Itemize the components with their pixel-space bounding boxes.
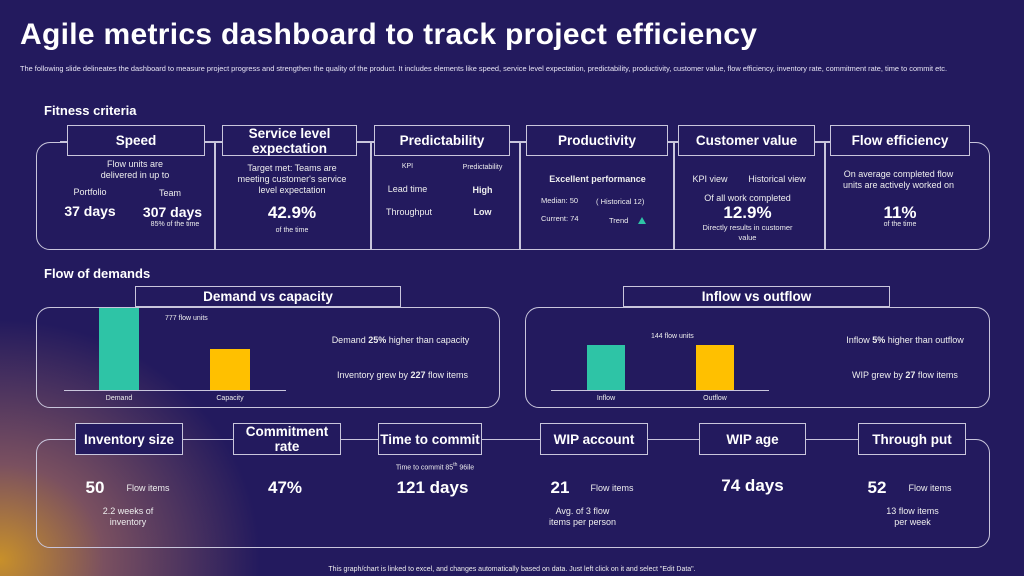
bar-outflow xyxy=(696,344,734,390)
fitness-heading: Fitness criteria xyxy=(44,103,137,118)
demand-text: Demand 25% higher than capacity xyxy=(331,335,470,345)
customer-value-header: Customer value xyxy=(678,125,815,156)
tick-capacity: Capacity xyxy=(216,395,244,402)
sle-note: of the time xyxy=(275,227,309,234)
kpi-lead-time: Lead time xyxy=(387,184,428,194)
customer-value: 12.9% xyxy=(723,203,772,222)
kpi-throughput: Throughput xyxy=(385,207,433,217)
chart-annotation: 777 flow units xyxy=(165,315,208,322)
footer-note: This graph/chart is linked to excel, and… xyxy=(328,566,696,573)
description: The following slide delineates the dashb… xyxy=(20,64,948,73)
speed-header: Speed xyxy=(67,125,205,156)
inflow-outflow-container xyxy=(525,307,990,408)
median: Median: 50 xyxy=(541,196,579,205)
inventory-note: 2.2 weeks of inventory xyxy=(102,506,154,527)
bar-capacity xyxy=(210,349,250,390)
sle-intro: Target met: Teams are meeting customer's… xyxy=(237,163,347,195)
inventory-header: Inventory size xyxy=(75,423,183,455)
commitment-value: 47% xyxy=(267,478,303,497)
divider xyxy=(519,142,521,250)
tick-demand: Demand xyxy=(105,395,133,402)
flow-eff-value: 11% xyxy=(883,203,917,222)
kpi-col-header: KPI xyxy=(401,163,414,170)
throughput-value: Low xyxy=(473,207,492,217)
lead-time-value: High xyxy=(472,185,493,195)
inflow-text: Inflow 5% higher than outflow xyxy=(846,335,964,345)
team-value: 307 days xyxy=(142,204,203,220)
predictability-col-header: Predictability xyxy=(462,164,503,171)
bottom-container xyxy=(36,439,990,548)
tick-inflow: Inflow xyxy=(596,395,616,402)
time-commit-value: 121 days xyxy=(396,478,469,497)
speed-intro: Flow units are delivered in up to xyxy=(100,159,170,180)
team-note: 85% of the time xyxy=(150,221,200,228)
flow-efficiency-header: Flow efficiency xyxy=(830,125,970,156)
customer-intro: Of all work completed xyxy=(704,193,791,203)
wip-text: WIP grew by 27 flow items xyxy=(852,370,958,380)
divider xyxy=(214,142,216,250)
tick-outflow: Outflow xyxy=(703,395,727,402)
demand-capacity-container xyxy=(36,307,500,408)
wip-account-value: 21 xyxy=(550,478,570,497)
bar-inflow xyxy=(587,344,625,390)
x-axis xyxy=(64,390,286,391)
wip-age-header: WIP age xyxy=(699,423,806,455)
divider xyxy=(673,142,675,250)
throughput-value: 52 xyxy=(867,478,887,497)
flow-eff-intro: On average completed flow units are acti… xyxy=(842,169,955,190)
wip-account-unit: Flow items xyxy=(590,483,634,493)
time-commit-note: Time to commit 85th 96ile xyxy=(395,462,475,472)
throughput-header: Through put xyxy=(858,423,966,455)
sle-value: 42.9% xyxy=(267,203,317,222)
inventory-text: Inventory grew by 227 flow items xyxy=(336,370,469,380)
commitment-header: Commitment rate xyxy=(233,423,341,455)
productivity-header: Productivity xyxy=(526,125,668,156)
divider xyxy=(824,142,826,250)
flow-eff-note: of the time xyxy=(883,221,917,228)
kpi-view: KPI view xyxy=(692,174,728,184)
inflow-outflow-header: Inflow vs outflow xyxy=(623,286,890,307)
bar-demand xyxy=(99,308,139,390)
inventory-value: 50 xyxy=(85,478,105,497)
customer-note: Directly results in customer value xyxy=(702,223,793,242)
historical-view: Historical view xyxy=(748,174,806,184)
fitness-container xyxy=(36,142,990,250)
sle-header: Service level expectation xyxy=(222,125,357,156)
throughput-note: 13 flow items per week xyxy=(886,506,939,527)
demands-heading: Flow of demands xyxy=(44,266,151,281)
demand-capacity-header: Demand vs capacity xyxy=(135,286,401,307)
portfolio-label: Portfolio xyxy=(73,187,107,197)
wip-age-value: 74 days xyxy=(721,476,784,495)
wip-account-header: WIP account xyxy=(540,423,648,455)
page-title: Agile metrics dashboard to track project… xyxy=(20,18,758,51)
trend-up-icon xyxy=(638,217,646,224)
trend-label: Trend xyxy=(609,216,629,225)
predictability-header: Predictability xyxy=(374,125,510,156)
time-commit-header: Time to commit xyxy=(378,423,482,455)
divider xyxy=(370,142,372,250)
team-label: Team xyxy=(158,188,181,198)
chart-annotation: 144 flow units xyxy=(651,333,694,340)
divider xyxy=(60,141,960,143)
throughput-unit: Flow items xyxy=(908,483,952,493)
inventory-unit: Flow items xyxy=(126,483,170,493)
historical: ( Historical 12) xyxy=(596,197,645,206)
productivity-headline: Excellent performance xyxy=(549,174,646,184)
wip-account-note: Avg. of 3 flow items per person xyxy=(548,506,617,527)
portfolio-value: 37 days xyxy=(64,203,116,219)
current: Current: 74 xyxy=(541,214,579,223)
x-axis xyxy=(551,390,769,391)
